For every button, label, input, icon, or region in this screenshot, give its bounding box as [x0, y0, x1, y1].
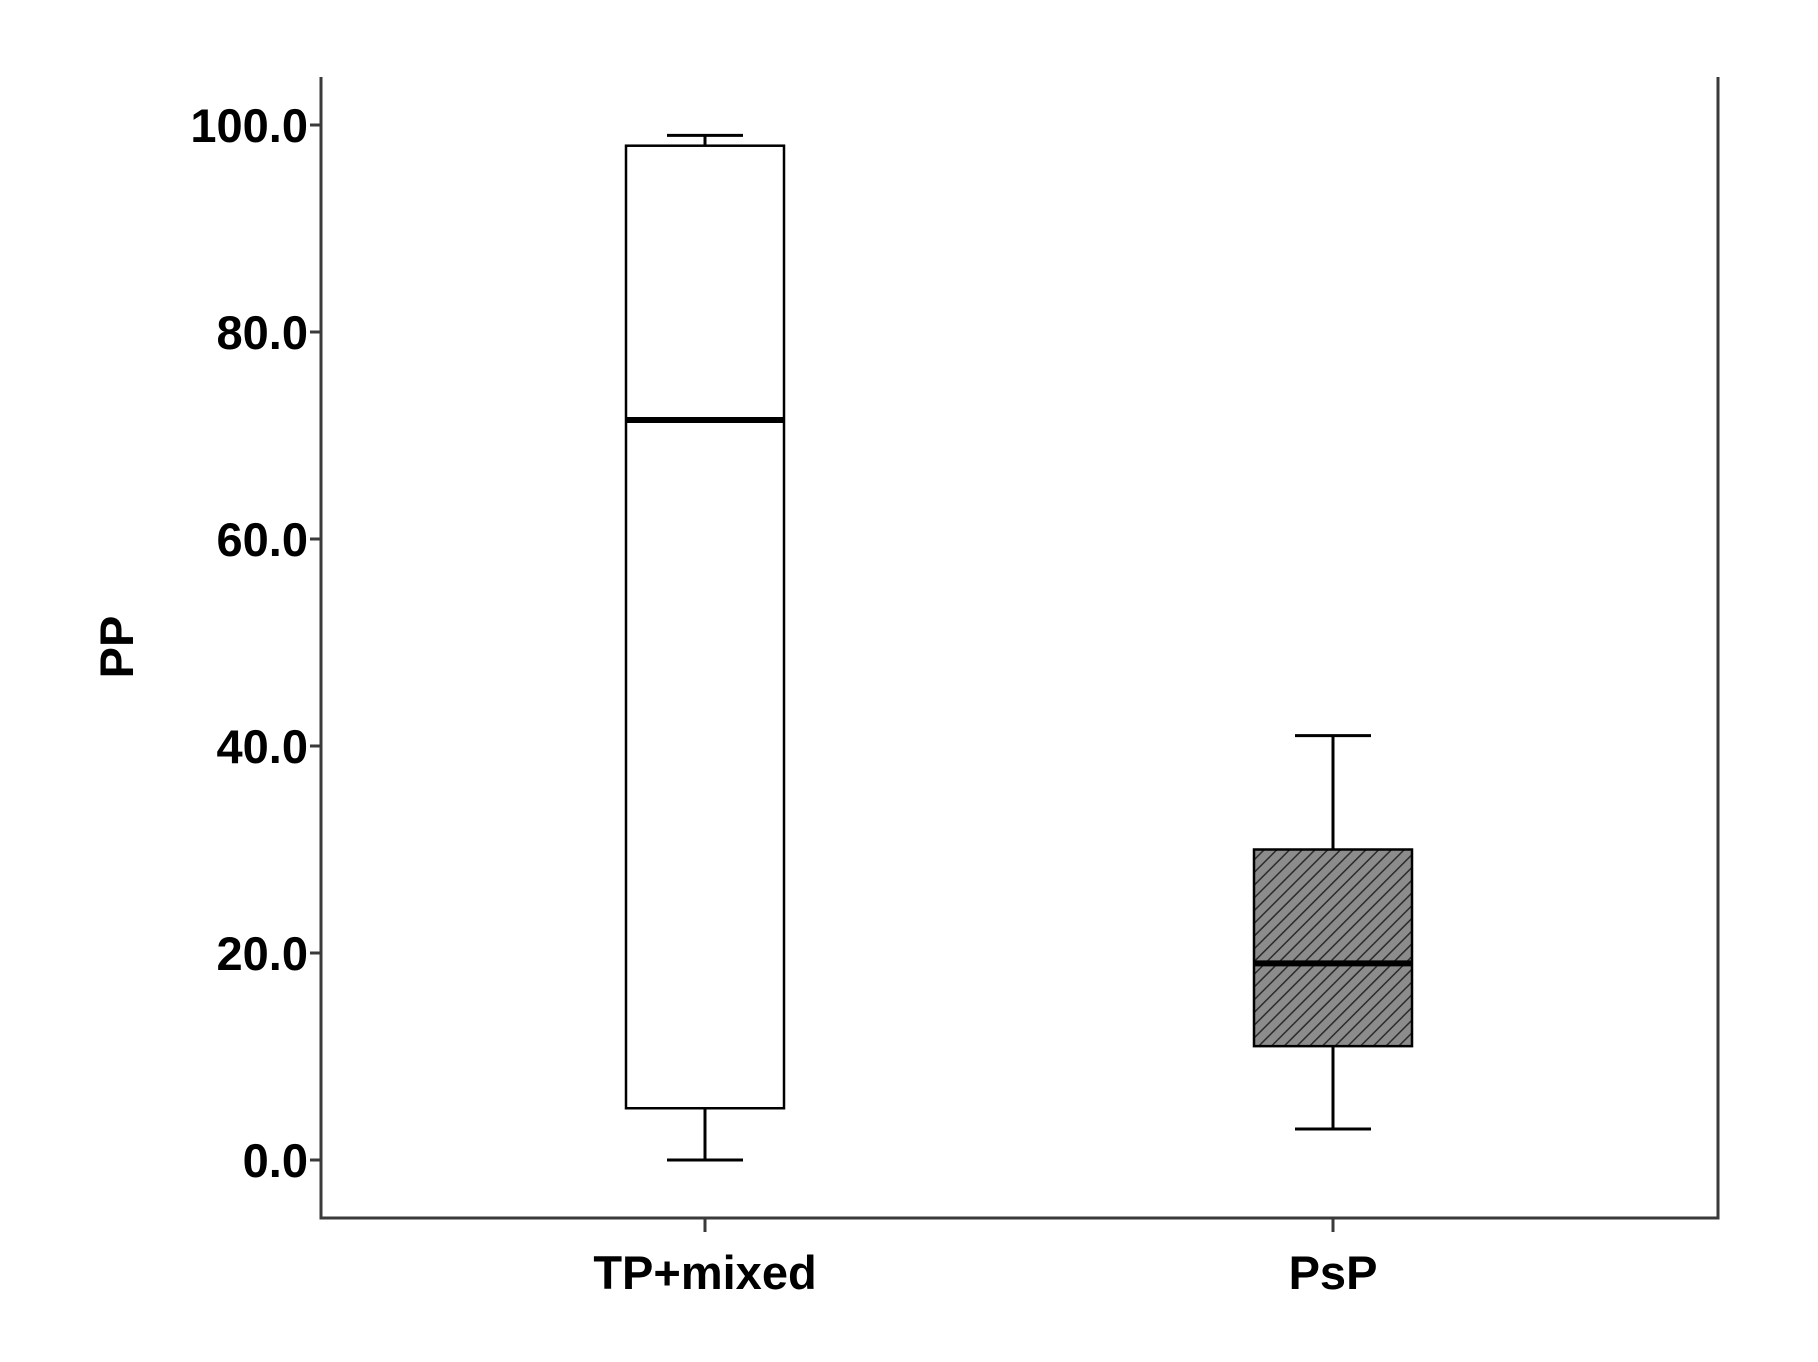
- box-group: [624, 133, 786, 1162]
- y-tick-label: 100.0: [190, 99, 308, 152]
- y-tick-label: 20.0: [217, 927, 308, 980]
- y-tick-label: 80.0: [217, 306, 308, 359]
- box-series: [624, 133, 1414, 1162]
- iqr-box: [1252, 848, 1414, 1048]
- y-axis-ticks: 0.0 20.0 40.0 60.0 80.0 100.0: [190, 99, 321, 1187]
- y-tick-label: 40.0: [217, 720, 308, 773]
- y-axis-title: PP: [90, 616, 143, 679]
- y-tick-label: 60.0: [217, 513, 308, 566]
- x-tick-label: TP+mixed: [593, 1246, 816, 1299]
- y-tick-label: 0.0: [243, 1134, 308, 1187]
- x-axis-ticks: TP+mixed PsP: [593, 1218, 1377, 1299]
- iqr-box: [624, 144, 786, 1110]
- plot-frame: [319, 77, 1720, 1220]
- box-group: [1252, 734, 1414, 1131]
- x-tick-label: PsP: [1289, 1246, 1378, 1299]
